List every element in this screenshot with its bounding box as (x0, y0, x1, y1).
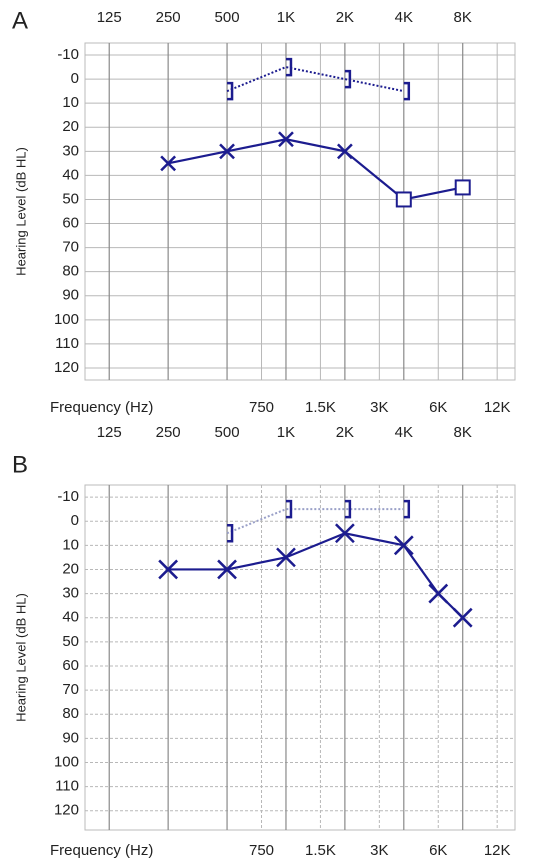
audiogram-panel: -10 0 10 20 30 40 50 60 70 80 90 100 110 120 125 250 500… (12, 7, 516, 416)
x-tick-label-top: 125 (97, 424, 122, 441)
series-line (226, 508, 404, 535)
x-marker-stroke (219, 143, 235, 160)
x-tick-label-top: 1K (277, 424, 295, 441)
x-marker (217, 559, 237, 580)
bracket-marker (344, 69, 352, 89)
plot-frame (84, 42, 516, 381)
x-marker (276, 547, 296, 568)
y-axis-label: Hearing Level (dB HL) (13, 147, 28, 276)
x-axis-label: Frequency (Hz) (50, 399, 153, 416)
audiogram-panel: -10 0 10 20 30 40 50 60 70 80 90 100 110 120 125 250 500… (12, 424, 516, 859)
y-tick-label: 120 (54, 359, 79, 376)
panel-label: B (12, 451, 28, 478)
bracket-marker (285, 499, 293, 519)
y-tick-label: 20 (62, 118, 79, 135)
x-marker (428, 583, 449, 604)
x-tick-label-bottom: 6K (429, 842, 447, 859)
y-tick-label: 40 (62, 609, 79, 626)
plot-frame (84, 484, 516, 831)
x-tick-label-top: 2K (336, 9, 354, 26)
y-tick-label: 10 (62, 94, 79, 111)
square-marker (395, 191, 412, 208)
y-tick-label: 20 (62, 560, 79, 577)
x-tick-label-bottom: 1.5K (305, 842, 336, 859)
y-tick-label: 100 (54, 311, 79, 328)
x-axis-label: Frequency (Hz) (50, 842, 153, 859)
y-tick-label: 30 (62, 585, 79, 602)
bracket-marker (227, 524, 234, 543)
y-tick-label: 60 (62, 215, 79, 232)
x-tick-label-top: 125 (97, 9, 122, 26)
x-marker-stroke (336, 143, 353, 160)
series-line (226, 66, 404, 93)
y-tick-label: 80 (62, 263, 79, 280)
x-tick-label-bottom: 6K (429, 399, 447, 416)
y-tick-label: 70 (62, 239, 79, 256)
y-tick-label: 50 (62, 190, 79, 207)
series-line (167, 138, 463, 201)
y-tick-label: 80 (62, 705, 79, 722)
x-marker-stroke (158, 559, 179, 580)
x-tick-label-top: 1K (277, 9, 295, 26)
x-tick-label-bottom: 12K (484, 399, 511, 416)
y-tick-label: 0 (71, 70, 79, 87)
y-tick-label: 90 (62, 287, 79, 304)
x-tick-label-bottom: 750 (249, 842, 274, 859)
bracket-marker (403, 81, 411, 101)
x-marker-stroke (334, 523, 355, 544)
y-tick-label: -10 (57, 46, 79, 63)
panel-label: A (12, 7, 28, 34)
y-tick-label: 120 (54, 802, 79, 819)
y-tick-label: 100 (54, 753, 79, 770)
x-marker (336, 143, 353, 160)
y-axis-label: Hearing Level (dB HL) (13, 593, 28, 722)
x-marker (160, 155, 177, 172)
y-tick-label: 50 (62, 633, 79, 650)
x-marker (393, 535, 414, 556)
x-marker-stroke (393, 535, 414, 556)
x-marker (452, 607, 473, 628)
x-marker-stroke (452, 607, 473, 628)
x-marker-stroke (428, 583, 449, 604)
x-marker-stroke (217, 559, 237, 580)
bracket-marker (285, 57, 293, 77)
square-marker (454, 179, 471, 196)
x-marker-stroke (278, 131, 294, 148)
x-tick-label-top: 500 (215, 9, 240, 26)
y-tick-label: 90 (62, 729, 79, 746)
y-tick-label: 0 (71, 512, 79, 529)
x-marker (158, 559, 179, 580)
x-tick-label-top: 2K (336, 424, 354, 441)
y-tick-label: 30 (62, 142, 79, 159)
bracket-marker (344, 499, 352, 519)
x-tick-label-top: 250 (156, 424, 181, 441)
x-tick-label-top: 500 (215, 424, 240, 441)
x-marker-stroke (160, 155, 177, 172)
y-tick-label: 10 (62, 536, 79, 553)
y-tick-label: 70 (62, 681, 79, 698)
x-tick-label-bottom: 3K (370, 842, 388, 859)
y-tick-label: 40 (62, 166, 79, 183)
x-tick-label-top: 8K (454, 9, 472, 26)
x-tick-label-bottom: 750 (249, 399, 274, 416)
x-tick-label-bottom: 12K (484, 842, 511, 859)
x-tick-label-bottom: 1.5K (305, 399, 336, 416)
x-marker (278, 131, 294, 148)
x-marker (334, 523, 355, 544)
x-tick-label-top: 8K (454, 424, 472, 441)
x-tick-label-top: 4K (395, 424, 413, 441)
x-marker-stroke (276, 547, 296, 568)
y-tick-label: -10 (57, 488, 79, 505)
x-tick-label-bottom: 3K (370, 399, 388, 416)
x-tick-label-top: 4K (395, 9, 413, 26)
x-marker (219, 143, 235, 160)
bracket-marker (403, 499, 411, 519)
y-tick-label: 110 (55, 778, 79, 795)
x-tick-label-top: 250 (156, 9, 181, 26)
y-tick-label: 110 (55, 335, 79, 352)
y-tick-label: 60 (62, 657, 79, 674)
bracket-marker (227, 81, 234, 101)
